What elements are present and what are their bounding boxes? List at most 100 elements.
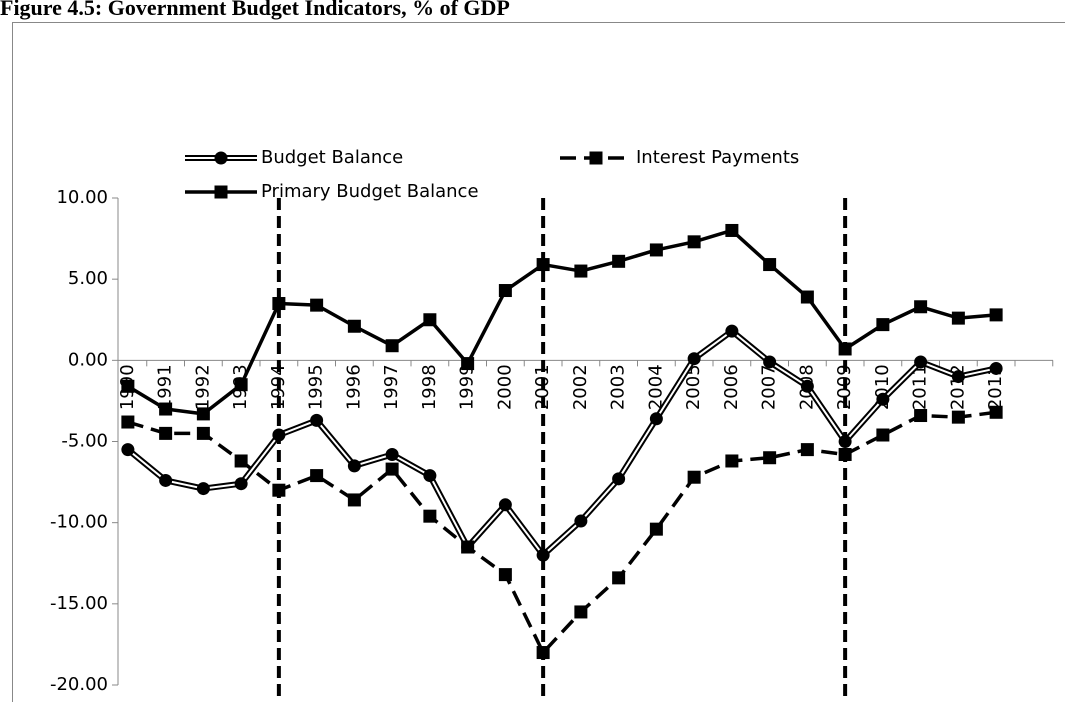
point-marker bbox=[234, 477, 248, 491]
point-marker bbox=[612, 472, 626, 486]
point-marker bbox=[423, 509, 437, 523]
point-marker bbox=[951, 370, 965, 384]
legend-item: Budget Balance bbox=[185, 147, 403, 168]
legend-item: Primary Budget Balance bbox=[185, 181, 479, 202]
point-marker bbox=[234, 378, 248, 392]
point-marker bbox=[951, 410, 965, 424]
point-marker bbox=[498, 568, 512, 582]
y-tick-label: 5.00 bbox=[68, 268, 108, 289]
point-marker bbox=[498, 498, 512, 512]
point-marker bbox=[800, 290, 814, 304]
point-marker bbox=[687, 352, 701, 366]
legend-label: Budget Balance bbox=[261, 147, 403, 168]
point-marker bbox=[914, 300, 928, 314]
point-marker bbox=[649, 522, 663, 536]
y-tick-label: 0.00 bbox=[68, 349, 108, 370]
point-marker bbox=[347, 493, 361, 507]
legend-label: Primary Budget Balance bbox=[261, 181, 479, 202]
point-marker bbox=[574, 605, 588, 619]
x-tick-label: 2004 bbox=[645, 364, 666, 410]
point-marker bbox=[989, 361, 1003, 375]
point-marker bbox=[272, 428, 286, 442]
point-marker bbox=[989, 308, 1003, 322]
point-marker bbox=[159, 426, 173, 440]
point-marker bbox=[196, 426, 210, 440]
x-tick-label: 2002 bbox=[570, 364, 591, 410]
x-tick-label: 2000 bbox=[494, 364, 515, 410]
x-tick-label: 1992 bbox=[192, 364, 213, 410]
point-marker bbox=[310, 298, 324, 312]
legend-marker bbox=[214, 151, 228, 165]
x-tick-label: 2013 bbox=[985, 364, 1006, 410]
point-marker bbox=[612, 571, 626, 585]
point-marker bbox=[838, 342, 852, 356]
point-marker bbox=[196, 407, 210, 421]
y-tick-label: 10.00 bbox=[56, 187, 108, 208]
point-marker bbox=[385, 447, 399, 461]
point-marker bbox=[536, 258, 550, 272]
point-marker bbox=[536, 646, 550, 660]
point-marker bbox=[838, 447, 852, 461]
point-marker bbox=[725, 454, 739, 468]
point-marker bbox=[272, 483, 286, 497]
point-marker bbox=[347, 319, 361, 333]
series-line bbox=[127, 410, 997, 655]
point-marker bbox=[461, 540, 475, 554]
series-line bbox=[126, 228, 997, 416]
point-marker bbox=[536, 548, 550, 562]
point-marker bbox=[121, 379, 135, 393]
x-tick-label: 1997 bbox=[381, 364, 402, 410]
series bbox=[121, 324, 1003, 562]
x-tick-label: 1991 bbox=[155, 364, 176, 410]
point-marker bbox=[876, 428, 890, 442]
point-marker bbox=[951, 311, 965, 325]
x-tick-label: 2007 bbox=[759, 364, 780, 410]
point-marker bbox=[914, 409, 928, 423]
point-marker bbox=[612, 254, 626, 268]
point-marker bbox=[838, 435, 852, 448]
x-tick-label: 1996 bbox=[343, 364, 364, 410]
point-marker bbox=[159, 402, 173, 416]
legend-marker bbox=[589, 151, 603, 165]
point-marker bbox=[763, 451, 777, 465]
point-marker bbox=[574, 514, 588, 528]
point-marker bbox=[385, 462, 399, 476]
point-marker bbox=[385, 339, 399, 353]
point-marker bbox=[423, 469, 437, 483]
point-marker bbox=[310, 469, 324, 483]
x-tick-label: 1995 bbox=[306, 364, 327, 410]
point-marker bbox=[196, 482, 210, 496]
point-marker bbox=[800, 443, 814, 457]
point-marker bbox=[423, 313, 437, 327]
chart-frame bbox=[12, 22, 1065, 702]
point-marker bbox=[498, 284, 512, 298]
point-marker bbox=[687, 470, 701, 484]
legend-label: Interest Payments bbox=[636, 147, 799, 168]
x-tick-label: 2005 bbox=[683, 364, 704, 410]
y-tick-label: -10.00 bbox=[50, 512, 108, 533]
series-line-inner bbox=[127, 330, 997, 557]
point-marker bbox=[121, 443, 135, 457]
point-marker bbox=[763, 258, 777, 272]
x-tick-label: 2011 bbox=[910, 364, 931, 410]
x-tick-label: 1999 bbox=[457, 364, 478, 410]
point-marker bbox=[876, 392, 890, 406]
y-tick-label: -15.00 bbox=[50, 593, 108, 614]
point-marker bbox=[725, 324, 739, 338]
point-marker bbox=[876, 318, 890, 332]
point-marker bbox=[272, 297, 286, 311]
point-marker bbox=[649, 243, 663, 257]
y-tick-label: -20.00 bbox=[50, 674, 108, 695]
x-tick-label: 2006 bbox=[721, 364, 742, 410]
x-tick-label: 1998 bbox=[419, 364, 440, 410]
x-tick-label: 2003 bbox=[608, 364, 629, 410]
series bbox=[121, 223, 1003, 421]
point-marker bbox=[725, 223, 739, 237]
y-tick-label: -5.00 bbox=[61, 431, 108, 452]
point-marker bbox=[914, 355, 928, 369]
point-marker bbox=[800, 379, 814, 393]
point-marker bbox=[574, 264, 588, 278]
legend-marker bbox=[214, 185, 228, 199]
point-marker bbox=[347, 459, 361, 473]
